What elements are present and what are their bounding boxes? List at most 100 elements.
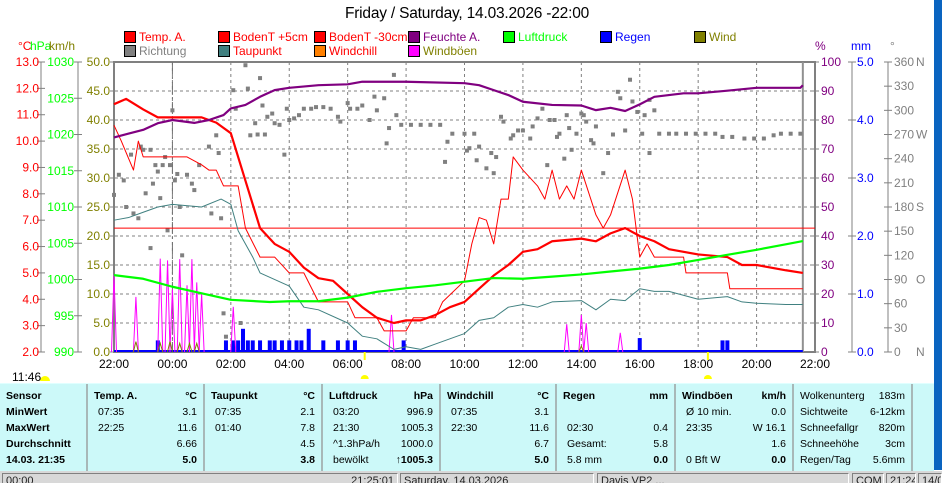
direction-point: [206, 144, 211, 149]
summary-table: Sensor MinWert MaxWert Durchschnitt 14.03. 2…: [0, 383, 934, 472]
status-panel: 21:24: [886, 473, 916, 483]
direction-point: [197, 163, 202, 168]
direction-point: [180, 253, 185, 258]
direction-point: [150, 181, 155, 186]
direction-point: [209, 211, 214, 216]
cell-label: 22:30: [451, 422, 478, 434]
cell-label: 02:30: [567, 422, 594, 434]
direction-point: [484, 166, 489, 171]
direction-point: [491, 171, 496, 176]
legend-swatch: [124, 31, 136, 43]
table-row: Sensor: [6, 389, 80, 403]
temp-tick-label: 5.0: [22, 266, 39, 280]
cell-value: °C: [303, 390, 315, 402]
wind-spike: [132, 341, 139, 353]
direction-point: [652, 108, 657, 113]
direction-point: [387, 126, 392, 131]
status-text: 00:00: [6, 475, 34, 483]
legend-swatch: [408, 45, 420, 57]
direction-unit-label: °: [890, 39, 895, 53]
table-row: 4.5: [211, 437, 315, 451]
pressure-tick-label: 995: [54, 309, 74, 323]
direction-tick-label: 300: [894, 103, 914, 117]
wind-unit-label: km/h: [49, 39, 75, 53]
table-row: 6.7: [447, 437, 549, 451]
direction-point: [501, 119, 506, 124]
direction-point: [610, 132, 615, 137]
temp-tick-label: 6.0: [22, 240, 39, 254]
table-row: Schneefallgr 820m: [800, 421, 905, 435]
wind-spike: [176, 341, 183, 353]
cell-label: 21:30: [333, 422, 360, 434]
rain-bar: [299, 340, 304, 352]
rain-bar: [272, 340, 277, 352]
table-row: 22:25 11.6: [94, 421, 197, 435]
direction-point: [116, 172, 121, 177]
direction-point: [666, 131, 671, 136]
temp-unit-label: °C: [18, 39, 32, 53]
direction-point: [547, 118, 552, 122]
table-row: Regen mm: [563, 389, 668, 403]
direction-point: [153, 163, 158, 168]
wind-tick-label: 25.0: [87, 200, 111, 214]
direction-point: [394, 113, 399, 118]
rain-tick-label: 4.0: [857, 113, 874, 127]
humidity-tick-label: 50: [821, 200, 835, 214]
gust-spike: [230, 306, 237, 353]
direction-point: [618, 96, 623, 101]
gust-spike: [578, 314, 585, 353]
gust-spike: [583, 322, 590, 353]
direction-point: [693, 131, 698, 136]
cell-label: 14.03. 21:35: [6, 454, 65, 466]
cell-value: 0.0: [771, 406, 786, 418]
direction-point: [477, 144, 482, 149]
direction-point: [384, 141, 389, 146]
direction-point: [703, 131, 708, 136]
legend-item: Luftdruck: [503, 31, 567, 44]
rain-bar: [287, 340, 292, 352]
table-row: 0 Bft W 0.0: [682, 453, 786, 467]
temp-tick-label: 2.0: [22, 345, 39, 359]
table-column: Luftdruck hPa 03:20 996.9 21:30 1005.3 ^1.3hPa…: [323, 384, 441, 472]
cell-value: 1.6: [771, 438, 786, 450]
gust-spike: [563, 324, 570, 353]
direction-point: [742, 136, 747, 141]
direction-point: [467, 146, 472, 151]
direction-point: [443, 159, 448, 164]
humidity-tick-label: 10: [821, 316, 835, 330]
table-row: 07:35 2.1: [211, 405, 315, 419]
direction-point: [262, 132, 267, 137]
x-tick-label: 22:00: [99, 357, 129, 371]
table-row: 1.6: [682, 437, 786, 451]
direction-point: [540, 106, 545, 111]
table-row: 5.8 mm 0.0: [563, 453, 668, 467]
cell-value: ↑1005.3: [395, 454, 433, 466]
direction-point: [418, 122, 423, 127]
rain-bar: [637, 338, 642, 352]
direction-point: [214, 133, 219, 138]
direction-point: [499, 114, 504, 119]
window-edge-bar: [934, 0, 942, 470]
temp-tick-label: 8.0: [22, 187, 39, 201]
direction-point: [564, 113, 569, 118]
direction-point: [231, 88, 236, 93]
cell-label: Durchschnitt: [6, 438, 71, 450]
direction-point: [511, 133, 516, 138]
direction-tick-label: 330: [894, 79, 914, 93]
cell-label: Regen/Tag: [800, 454, 851, 466]
table-column: Windböen km/h Ø 10 min. 0.0 23:35 W 16.1 1.6 0 …: [676, 384, 794, 472]
legend-label: Taupunkt: [233, 44, 282, 58]
table-row: Regen/Tag 5.6mm: [800, 453, 905, 467]
direction-point: [462, 131, 467, 136]
direction-point: [245, 86, 250, 91]
cell-value: 4.5: [300, 438, 315, 450]
direction-tick-label: 120: [894, 248, 914, 262]
x-tick-label: 20:00: [742, 357, 772, 371]
x-tick-label: 12:00: [508, 357, 538, 371]
legend-label: Temp. A.: [139, 30, 186, 44]
direction-point: [464, 148, 469, 153]
table-column: Taupunkt °C 07:35 2.1 01:40 7.8 4.5 3.8: [205, 384, 323, 472]
direction-point: [360, 103, 365, 108]
direction-point: [284, 106, 289, 111]
direction-point: [788, 131, 793, 136]
